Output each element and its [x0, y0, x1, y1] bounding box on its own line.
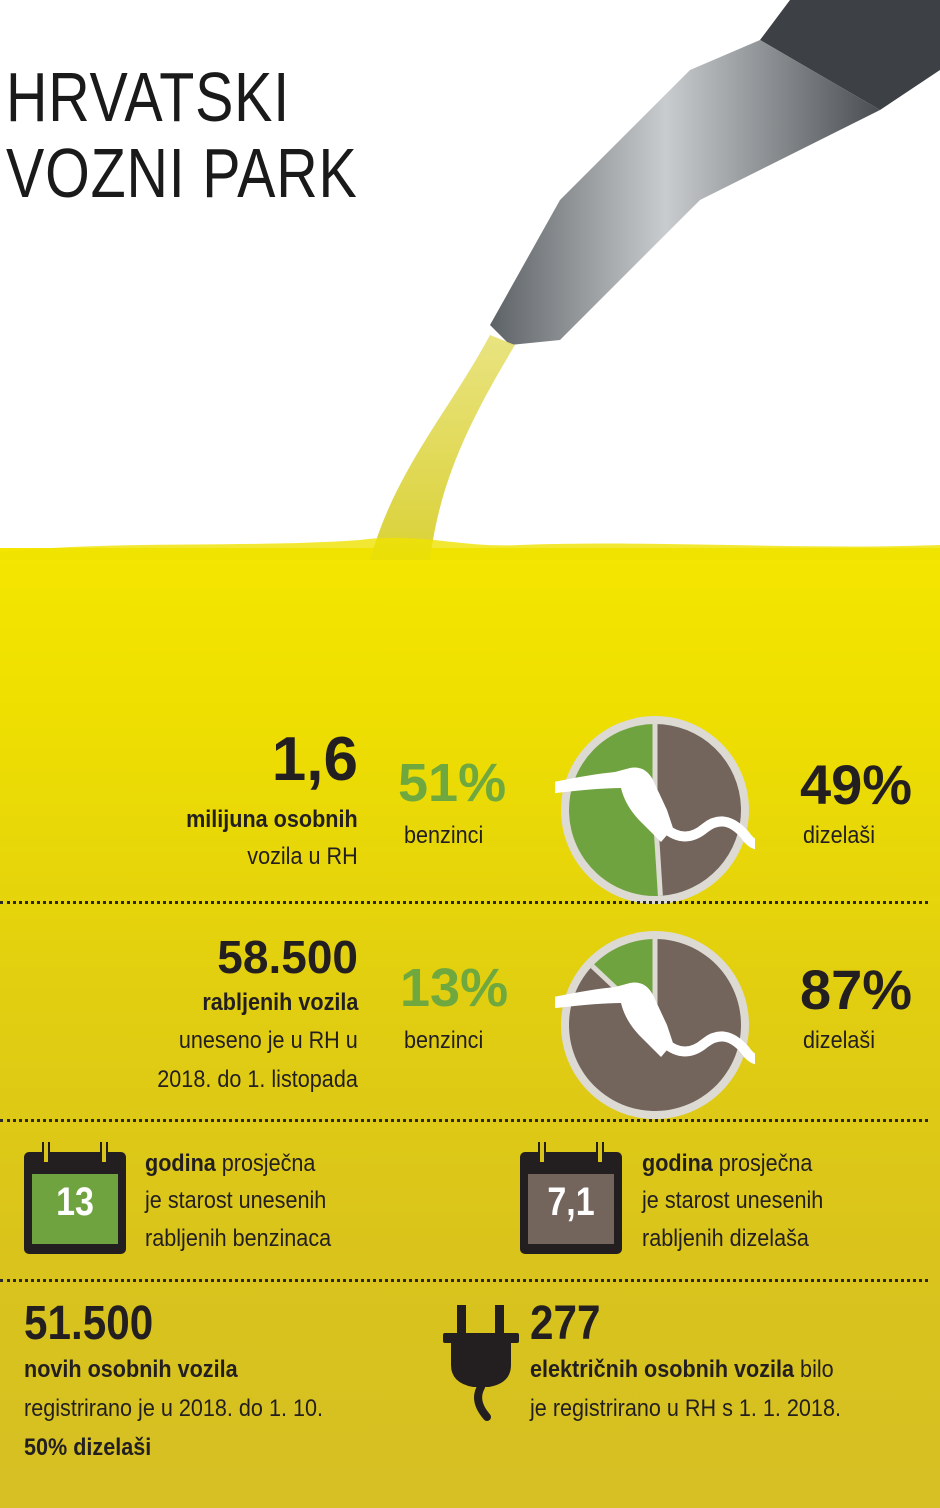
electric-vehicles-line-1: električnih osobnih vozila bilo [530, 1356, 834, 1384]
diesel-age-line-1: godina prosječna [642, 1150, 812, 1178]
used-imports-label-bold: rabljenih vozila [201, 989, 358, 1016]
electric-vehicles-value: 277 [530, 1297, 601, 1350]
diesel-pct-1: 49% [800, 753, 913, 816]
plug-icon [443, 1305, 519, 1421]
divider-3 [0, 1279, 928, 1282]
diesel-age-line-2: je starost unesenih [642, 1187, 824, 1214]
pie-chart-all-vehicles [555, 716, 755, 904]
new-vehicles-line-2: registrirano je u 2018. do 1. 10. [24, 1395, 323, 1422]
nozzle-body [760, 0, 940, 110]
divider-2 [0, 1119, 928, 1122]
used-imports-line-1: uneseno je u RH u [179, 1027, 358, 1054]
diesel-age-rest: prosječna [712, 1150, 813, 1177]
diesel-label-1: dizelaši [803, 822, 876, 849]
calendar-icon [24, 1142, 126, 1254]
used-imports-line-2: 2018. do 1. listopada [157, 1066, 358, 1093]
petrol-age-value: 13 [56, 1180, 94, 1224]
new-vehicles-value: 51.500 [24, 1297, 154, 1350]
fuel-hose-icon [660, 816, 755, 850]
fuel-hose-icon [660, 1031, 755, 1065]
total-vehicles-label: vozila u RH [247, 843, 358, 870]
electric-vehicles-line-2: je registrirano u RH s 1. 1. 2018. [530, 1395, 841, 1422]
petrol-pct-1: 51% [398, 753, 507, 813]
calendar-icon [520, 1142, 622, 1254]
petrol-label-1: benzinci [404, 822, 484, 849]
new-vehicles-label-bold: novih osobnih vozila [24, 1356, 238, 1383]
fuel-nozzle-icon [555, 767, 673, 842]
petrol-age-line-2: je starost unesenih [145, 1187, 327, 1214]
fuel-stream [370, 335, 515, 560]
diesel-age-value: 7,1 [547, 1180, 595, 1224]
petrol-label-2: benzinci [404, 1027, 484, 1054]
divider-1 [0, 901, 928, 904]
fuel-nozzle-icon [555, 982, 673, 1057]
petrol-age-rest: prosječna [215, 1150, 316, 1177]
petrol-pct-2: 13% [400, 958, 509, 1018]
petrol-age-line-1: godina prosječna [145, 1150, 315, 1178]
pie-slice-diesel [655, 724, 741, 896]
petrol-age-bold: godina [145, 1150, 216, 1177]
nozzle-spout [490, 40, 880, 345]
petrol-age-line-3: rabljenih benzinaca [145, 1225, 332, 1252]
total-vehicles-label-bold: milijuna osobnih [186, 806, 358, 833]
total-vehicles-value: 1,6 [271, 725, 358, 794]
diesel-age-bold: godina [642, 1150, 713, 1177]
electric-vehicles-label-bold: električnih osobnih vozila [530, 1356, 795, 1383]
diesel-label-2: dizelaši [803, 1027, 876, 1054]
diesel-age-line-3: rabljenih dizelaša [642, 1225, 809, 1252]
title-line-1: HRVATSKI [6, 58, 291, 136]
new-vehicles-diesel-share: 50% dizelaši [24, 1434, 152, 1461]
pie-chart-used-imports [555, 931, 755, 1119]
used-imports-value: 58.500 [217, 931, 358, 983]
pie-slice-petrol [568, 724, 661, 896]
diesel-pct-2: 87% [800, 958, 913, 1021]
title-line-2: VOZNI PARK [6, 134, 358, 212]
electric-vehicles-rest: bilo [794, 1356, 834, 1383]
